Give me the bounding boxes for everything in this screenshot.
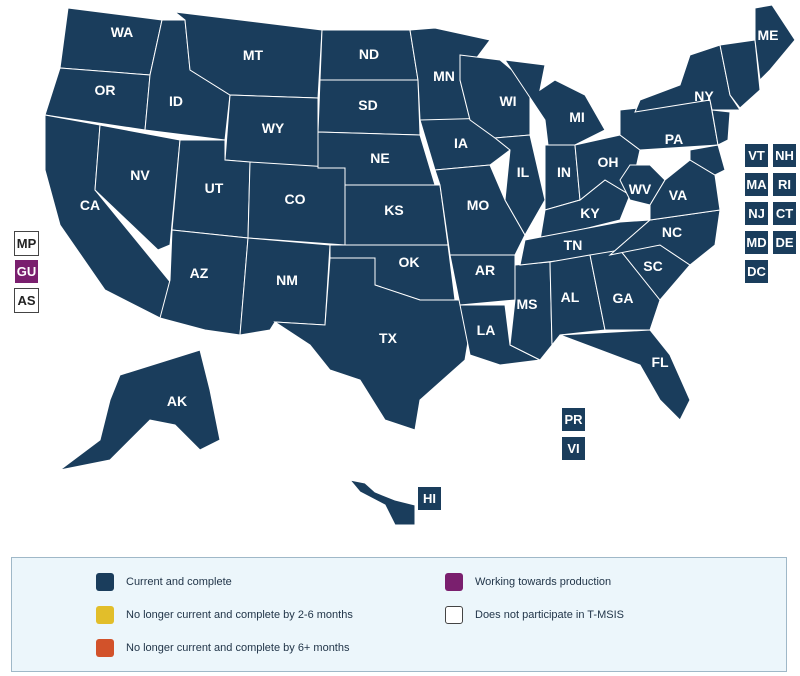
state-FL[interactable] <box>559 329 691 421</box>
box-VT[interactable]: VT <box>744 143 769 168</box>
label-MS: MS <box>517 296 538 312</box>
box-RI[interactable]: RI <box>772 172 797 197</box>
label-WI: WI <box>499 93 516 109</box>
label-LA: LA <box>477 322 496 338</box>
label-CO: CO <box>285 191 306 207</box>
label-PA: PA <box>665 131 683 147</box>
state-MO[interactable] <box>434 164 526 256</box>
label-MT: MT <box>243 47 264 63</box>
label-IN: IN <box>557 164 571 180</box>
label-IA: IA <box>454 135 468 151</box>
label-FL: FL <box>651 354 669 370</box>
box-PR[interactable]: PR <box>561 407 586 432</box>
label-KY: KY <box>580 205 600 221</box>
legend-label-lagging-2-6: No longer current and complete by 2-6 mo… <box>126 609 353 621</box>
label-TN: TN <box>564 237 583 253</box>
state-AK[interactable] <box>59 349 221 471</box>
state-NE-small <box>719 39 761 109</box>
label-NM: NM <box>276 272 298 288</box>
swatch-lagging-2-6 <box>96 606 114 624</box>
swatch-not-participating <box>445 606 463 624</box>
legend-item-not-participating: Does not participate in T-MSIS <box>445 606 624 624</box>
box-DE[interactable]: DE <box>772 230 797 255</box>
label-WA: WA <box>111 24 134 40</box>
label-NC: NC <box>662 224 682 240</box>
legend-label-not-participating: Does not participate in T-MSIS <box>475 609 624 621</box>
label-NY: NY <box>694 88 714 104</box>
state-NJ-coast <box>711 109 731 146</box>
legend-label-current: Current and complete <box>126 576 232 588</box>
box-GU[interactable]: GU <box>14 259 39 284</box>
label-NE: NE <box>370 150 389 166</box>
swatch-lagging-6plus <box>96 639 114 657</box>
label-AZ: AZ <box>190 265 209 281</box>
label-AL: AL <box>561 289 580 305</box>
label-VA: VA <box>669 187 687 203</box>
legend-item-working: Working towards production <box>445 573 611 591</box>
state-NY[interactable] <box>634 44 741 113</box>
state-TX[interactable] <box>273 257 471 431</box>
label-IL: IL <box>517 164 530 180</box>
swatch-working <box>445 573 463 591</box>
box-VI[interactable]: VI <box>561 436 586 461</box>
box-NJ[interactable]: NJ <box>744 201 769 226</box>
label-SC: SC <box>643 258 662 274</box>
label-SD: SD <box>358 97 377 113</box>
state-IL[interactable] <box>493 134 546 237</box>
label-UT: UT <box>205 180 224 196</box>
box-CT[interactable]: CT <box>772 201 797 226</box>
label-OH: OH <box>598 154 619 170</box>
label-OR: OR <box>95 82 116 98</box>
label-OK: OK <box>399 254 420 270</box>
label-CA: CA <box>80 197 100 213</box>
label-NV: NV <box>130 167 150 183</box>
label-ID: ID <box>169 93 183 109</box>
state-HI[interactable] <box>348 479 416 526</box>
legend-label-working: Working towards production <box>475 576 612 588</box>
label-GA: GA <box>613 290 634 306</box>
legend-label-lagging-6plus: No longer current and complete by 6+ mon… <box>126 642 350 654</box>
box-MP[interactable]: MP <box>14 231 39 256</box>
state-WA[interactable] <box>59 7 163 76</box>
box-HI[interactable]: HI <box>417 486 442 511</box>
state-MD-DE <box>689 144 726 176</box>
box-NH[interactable]: NH <box>772 143 797 168</box>
swatch-current <box>96 573 114 591</box>
label-KS: KS <box>384 202 403 218</box>
legend-item-current: Current and complete <box>96 573 232 591</box>
box-DC[interactable]: DC <box>744 259 769 284</box>
label-MN: MN <box>433 68 455 84</box>
state-NV[interactable] <box>94 124 181 251</box>
label-TX: TX <box>379 330 398 346</box>
label-MI: MI <box>569 109 585 125</box>
label-AR: AR <box>475 262 495 278</box>
legend: Current and complete No longer current a… <box>11 557 787 672</box>
label-MO: MO <box>467 197 490 213</box>
legend-item-lagging-6plus: No longer current and complete by 6+ mon… <box>96 639 350 657</box>
state-AZ[interactable] <box>159 229 249 336</box>
label-ME: ME <box>758 27 779 43</box>
us-map: WA OR CA ID NV MT WY UT AZ CO NM ND SD N… <box>44 4 796 526</box>
label-WV: WV <box>629 181 652 197</box>
state-AL[interactable] <box>549 254 606 347</box>
label-WY: WY <box>262 120 285 136</box>
label-AK: AK <box>167 393 187 409</box>
box-MA[interactable]: MA <box>744 172 769 197</box>
state-MI[interactable] <box>503 59 606 146</box>
box-MD[interactable]: MD <box>744 230 769 255</box>
legend-item-lagging-2-6: No longer current and complete by 2-6 mo… <box>96 606 353 624</box>
box-AS[interactable]: AS <box>14 288 39 313</box>
label-ND: ND <box>359 46 379 62</box>
state-ME[interactable] <box>754 4 796 82</box>
